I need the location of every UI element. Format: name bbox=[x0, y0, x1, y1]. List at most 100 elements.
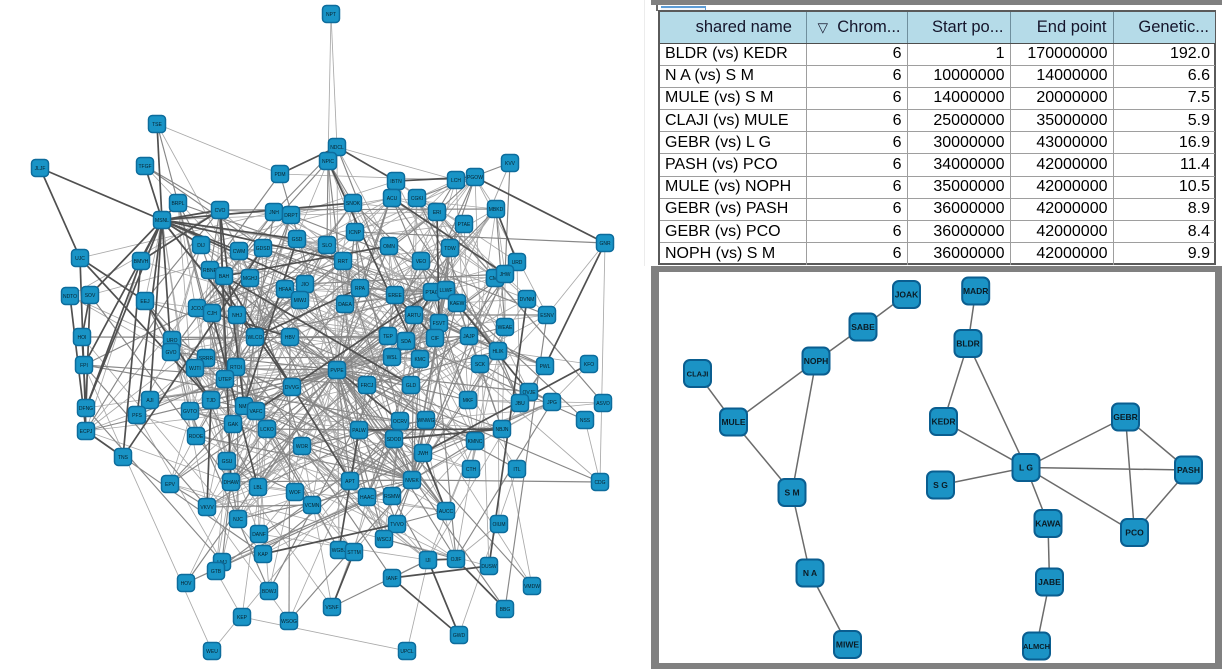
svg-text:JHW: JHW bbox=[500, 272, 511, 278]
svg-text:LLWF: LLWF bbox=[440, 288, 453, 294]
svg-text:HLIK: HLIK bbox=[492, 349, 504, 355]
svg-text:JABE: JABE bbox=[1038, 577, 1061, 587]
svg-text:OVJE: OVJE bbox=[522, 390, 536, 396]
svg-text:WEAE: WEAE bbox=[498, 325, 513, 331]
svg-text:SOV: SOV bbox=[85, 293, 96, 299]
svg-text:DRPT: DRPT bbox=[284, 213, 298, 219]
svg-text:OMN: OMN bbox=[383, 244, 395, 250]
svg-text:DANF: DANF bbox=[252, 532, 266, 538]
svg-text:OIUM: OIUM bbox=[492, 522, 505, 528]
svg-text:SDOD: SDOD bbox=[387, 437, 402, 443]
svg-text:PTAE: PTAE bbox=[458, 222, 471, 228]
svg-text:KVV: KVV bbox=[505, 161, 516, 167]
svg-text:AJI: AJI bbox=[146, 398, 153, 404]
svg-text:NDCL: NDCL bbox=[330, 145, 344, 151]
svg-text:FPI: FPI bbox=[80, 363, 88, 369]
svg-text:GLD: GLD bbox=[406, 383, 417, 389]
svg-text:BBG: BBG bbox=[500, 607, 511, 613]
svg-text:OJIF: OJIF bbox=[451, 557, 462, 563]
svg-text:URO: URO bbox=[166, 338, 177, 344]
svg-text:WSOG: WSOG bbox=[281, 619, 297, 625]
svg-text:ICNP: ICNP bbox=[349, 230, 362, 236]
svg-text:KFO: KFO bbox=[584, 362, 594, 368]
svg-text:UPCL: UPCL bbox=[400, 649, 414, 655]
svg-text:L G: L G bbox=[1019, 463, 1033, 473]
svg-text:IJI: IJI bbox=[425, 558, 430, 564]
svg-text:BDWJ: BDWJ bbox=[262, 589, 277, 595]
svg-text:ECPJ: ECPJ bbox=[80, 429, 93, 435]
svg-text:WGBJ: WGBJ bbox=[332, 548, 347, 554]
svg-text:CDG: CDG bbox=[594, 480, 605, 486]
svg-text:MSNL: MSNL bbox=[155, 218, 169, 224]
svg-text:RBNP: RBNP bbox=[203, 268, 218, 274]
svg-text:ACU: ACU bbox=[387, 196, 398, 202]
svg-text:GTB: GTB bbox=[211, 569, 222, 575]
svg-text:MBKD: MBKD bbox=[489, 207, 504, 213]
svg-text:NMT: NMT bbox=[239, 404, 250, 410]
svg-text:GEBR: GEBR bbox=[1113, 412, 1138, 422]
svg-text:NPIC: NPIC bbox=[322, 159, 334, 165]
svg-text:MKF: MKF bbox=[463, 398, 474, 404]
svg-text:IBTN: IBTN bbox=[390, 179, 402, 185]
svg-text:NOPH: NOPH bbox=[804, 356, 829, 366]
svg-text:GNR: GNR bbox=[599, 241, 611, 247]
svg-text:WLCO: WLCO bbox=[248, 335, 263, 341]
svg-text:KAWA: KAWA bbox=[1035, 519, 1061, 529]
svg-text:BAH: BAH bbox=[219, 274, 230, 280]
svg-text:IANF: IANF bbox=[386, 576, 397, 582]
svg-text:GSU: GSU bbox=[222, 459, 233, 465]
svg-text:CTH: CTH bbox=[466, 467, 477, 473]
svg-text:NSS: NSS bbox=[580, 418, 591, 424]
svg-text:PALW: PALW bbox=[352, 428, 366, 434]
svg-text:NJC: NJC bbox=[233, 517, 243, 523]
svg-text:KMNC: KMNC bbox=[468, 439, 483, 445]
svg-text:UJC: UJC bbox=[75, 256, 85, 262]
svg-text:JNH: JNH bbox=[269, 210, 279, 216]
svg-text:APT: APT bbox=[345, 479, 355, 485]
svg-text:KMC: KMC bbox=[414, 357, 426, 363]
svg-text:BRPL: BRPL bbox=[171, 201, 184, 207]
svg-text:GVO: GVO bbox=[165, 350, 176, 356]
svg-text:CJH: CJH bbox=[207, 311, 217, 317]
svg-text:RRT: RRT bbox=[338, 259, 348, 265]
svg-text:NPT: NPT bbox=[326, 12, 336, 18]
svg-text:PDM: PDM bbox=[274, 172, 285, 178]
svg-text:AUCC: AUCC bbox=[439, 509, 454, 515]
svg-text:HBV: HBV bbox=[285, 335, 296, 341]
svg-text:MADR: MADR bbox=[963, 286, 989, 296]
svg-text:TSE: TSE bbox=[152, 122, 162, 128]
svg-text:BMVH: BMVH bbox=[134, 259, 149, 265]
svg-text:VSNF: VSNF bbox=[325, 605, 338, 611]
svg-text:OCRV: OCRV bbox=[393, 419, 408, 425]
svg-text:STTM: STTM bbox=[347, 550, 361, 556]
svg-text:SNOK: SNOK bbox=[346, 201, 361, 207]
svg-text:SDA: SDA bbox=[401, 339, 412, 345]
svg-text:JOAK: JOAK bbox=[895, 290, 919, 300]
svg-text:CLAJI: CLAJI bbox=[687, 370, 709, 379]
svg-text:ESNV: ESNV bbox=[540, 313, 554, 319]
svg-text:CIF: CIF bbox=[431, 336, 439, 342]
svg-text:FRCJ: FRCJ bbox=[361, 383, 374, 389]
svg-text:PCO: PCO bbox=[1125, 528, 1144, 538]
svg-text:DVNM: DVNM bbox=[520, 297, 535, 303]
svg-text:HOV: HOV bbox=[181, 581, 193, 587]
svg-text:FSVT: FSVT bbox=[433, 321, 446, 327]
svg-text:NDTO: NDTO bbox=[63, 294, 77, 300]
svg-text:GSD: GSD bbox=[292, 237, 303, 243]
svg-text:ERI: ERI bbox=[433, 210, 441, 216]
svg-text:GAK: GAK bbox=[228, 422, 239, 428]
svg-text:TFGF: TFGF bbox=[138, 164, 151, 170]
svg-text:KEP: KEP bbox=[237, 615, 248, 621]
svg-text:SLO: SLO bbox=[322, 243, 332, 249]
svg-text:MULE: MULE bbox=[721, 417, 745, 427]
svg-text:GWD: GWD bbox=[453, 633, 466, 639]
svg-text:JPG: JPG bbox=[547, 400, 557, 406]
svg-text:BLDR: BLDR bbox=[956, 339, 980, 349]
svg-text:RPA: RPA bbox=[355, 286, 366, 292]
svg-text:JIO: JIO bbox=[301, 282, 309, 288]
svg-text:GDSD: GDSD bbox=[256, 246, 271, 252]
svg-text:MGHJ: MGHJ bbox=[243, 276, 258, 282]
svg-text:S M: S M bbox=[784, 488, 799, 498]
svg-text:N A: N A bbox=[803, 568, 817, 578]
svg-text:VEO: VEO bbox=[416, 259, 427, 265]
